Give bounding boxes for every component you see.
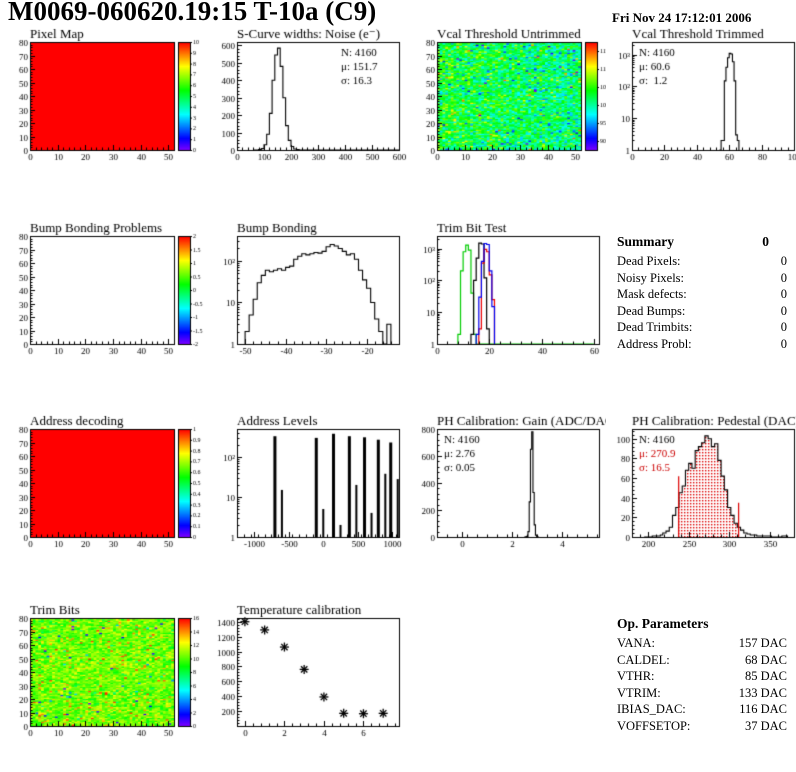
- summary-row-dead-bumps: Dead Bumps: 0: [617, 303, 787, 320]
- summary-total: 0: [762, 234, 769, 249]
- pixel-map-chart: [4, 26, 204, 174]
- summary-value: 0: [780, 303, 787, 318]
- summary-label: Mask defects:: [617, 287, 687, 301]
- scurve-noise-chart: [211, 26, 411, 174]
- address-levels-chart: [211, 413, 411, 561]
- op-row-vthr: VTHR: 85 DAC: [617, 668, 787, 685]
- summary-row-noisy-pixels: Noisy Pixels: 0: [617, 270, 787, 287]
- op-value: 133 DAC: [738, 685, 787, 700]
- summary-row-dead-pixels: Dead Pixels: 0: [617, 253, 787, 270]
- op-label: IBIAS_DAC:: [617, 702, 686, 716]
- ph-pedestal-chart: [606, 413, 796, 561]
- page-title: M0069-060620.19:15 T-10a (C9): [8, 0, 377, 26]
- bump-problems-chart: [4, 220, 204, 368]
- trim-bit-test-chart: [411, 220, 611, 368]
- summary-block: Summary 0 Dead Pixels: 0 Noisy Pixels: 0 M…: [617, 234, 787, 352]
- vcal-trimmed-chart: [606, 26, 796, 174]
- op-row-vtrim: VTRIM: 133 DAC: [617, 685, 787, 702]
- summary-value: 0: [780, 320, 787, 334]
- summary-row-mask-defects: Mask defects: 0: [617, 286, 787, 303]
- op-value: 116 DAC: [739, 702, 787, 716]
- ph-gain-chart: [411, 413, 611, 561]
- timestamp: Fri Nov 24 17:12:01 2006: [612, 10, 752, 25]
- summary-title: Summary: [617, 234, 674, 249]
- op-parameters-block: Op. Parameters VANA: 157 DAC CALDEL: 68 DA…: [617, 616, 787, 734]
- summary-label: Dead Trimbits:: [617, 320, 693, 334]
- summary-value: 0: [780, 287, 787, 301]
- summary-label: Dead Bumps:: [617, 303, 686, 318]
- op-value: 85 DAC: [744, 669, 787, 683]
- bump-bonding-chart: [211, 220, 411, 368]
- summary-header: Summary 0: [617, 234, 787, 250]
- op-label: VTRIM:: [617, 685, 661, 700]
- trim-bits-chart: [4, 602, 204, 750]
- op-value: 37 DAC: [744, 718, 787, 733]
- summary-value: 0: [780, 336, 787, 351]
- op-value: 68 DAC: [744, 652, 787, 667]
- op-parameters-header: Op. Parameters: [617, 616, 787, 632]
- summary-value: 0: [780, 270, 787, 285]
- op-row-ibias-dac: IBIAS_DAC: 116 DAC: [617, 701, 787, 718]
- vcal-untrimmed-chart: [411, 26, 611, 174]
- summary-value: 0: [780, 254, 787, 268]
- op-value: 157 DAC: [738, 636, 787, 650]
- op-parameters-title: Op. Parameters: [617, 616, 709, 631]
- op-row-voffsetop: VOFFSETOP: 37 DAC: [617, 718, 787, 735]
- op-label: VOFFSETOP:: [617, 718, 691, 733]
- op-row-caldel: CALDEL: 68 DAC: [617, 652, 787, 669]
- summary-label: Address Probl:: [617, 336, 692, 351]
- address-decoding-chart: [4, 413, 204, 561]
- summary-label: Noisy Pixels:: [617, 270, 685, 285]
- op-row-vana: VANA: 157 DAC: [617, 635, 787, 652]
- temperature-calibration-chart: [211, 602, 411, 750]
- op-label: VTHR:: [617, 669, 655, 683]
- op-label: VANA:: [617, 636, 655, 650]
- op-label: CALDEL:: [617, 652, 670, 667]
- summary-row-dead-trimbits: Dead Trimbits: 0: [617, 319, 787, 336]
- summary-row-address-probl: Address Probl: 0: [617, 336, 787, 353]
- summary-label: Dead Pixels:: [617, 254, 681, 268]
